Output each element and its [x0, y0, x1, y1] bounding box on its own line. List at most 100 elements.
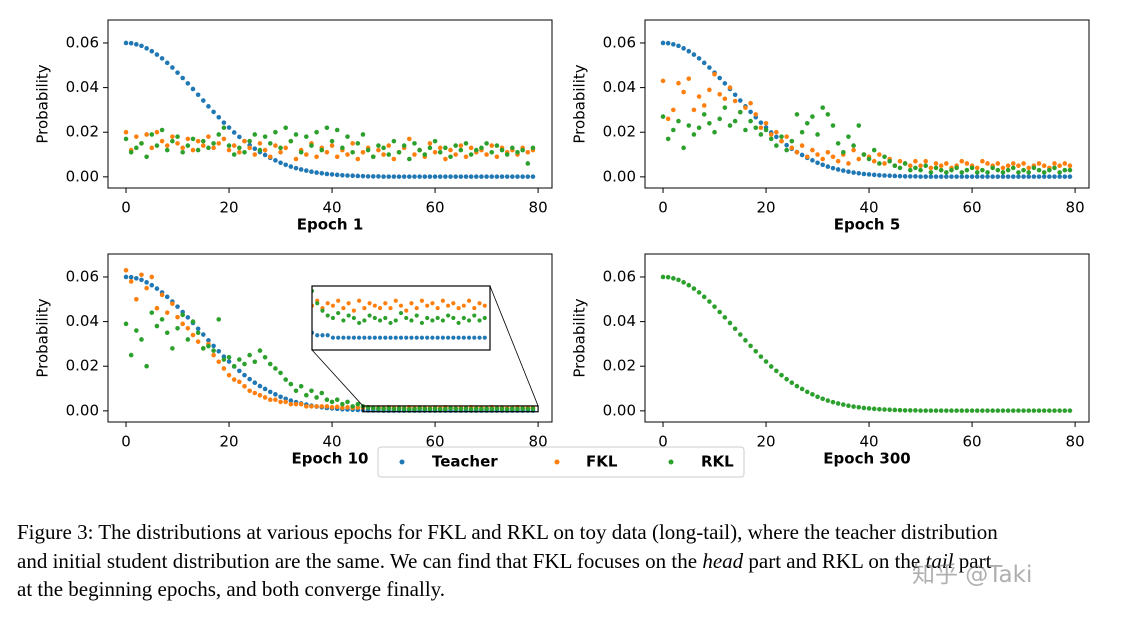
point [200, 98, 206, 103]
point [231, 377, 237, 382]
point [758, 354, 764, 359]
point [748, 118, 753, 124]
point [861, 405, 867, 411]
inset-point [346, 313, 351, 318]
point [835, 167, 841, 172]
inset-point [419, 320, 425, 326]
point [206, 338, 211, 343]
inset-point [456, 335, 461, 340]
inset-point [341, 318, 346, 323]
point [928, 408, 934, 413]
points [123, 40, 536, 179]
point [784, 376, 789, 382]
point [1036, 174, 1042, 179]
inset-point [330, 315, 336, 321]
caption-emphasis: head [702, 548, 744, 573]
point [1067, 163, 1073, 168]
point [923, 158, 929, 164]
inset-point [477, 301, 482, 306]
point [257, 141, 263, 146]
point [154, 323, 160, 329]
legend-label: FKL [586, 453, 618, 471]
inset-point [372, 303, 377, 308]
point [154, 305, 160, 311]
watermark: 知乎 @Taki [912, 562, 1033, 588]
point [448, 406, 453, 411]
point [226, 354, 232, 360]
point [381, 145, 386, 151]
point [391, 406, 397, 412]
x-tick-label: 0 [121, 433, 131, 451]
point [216, 317, 222, 322]
point [969, 165, 975, 171]
panel: 0 20 40 60 80 0.00 0.02 0.04 0.06 Probability Epoc… [34, 19, 553, 234]
x-tick-label: 20 [756, 433, 775, 451]
point [1047, 174, 1052, 179]
point [897, 173, 903, 179]
x-axis-label: Epoch 300 [823, 450, 910, 468]
point [417, 147, 422, 153]
axes-frame [107, 19, 553, 189]
point [489, 174, 495, 179]
point [128, 150, 134, 155]
point [1021, 408, 1026, 413]
point [134, 42, 139, 47]
point [144, 285, 149, 291]
point [329, 143, 335, 148]
point [134, 328, 139, 333]
point [882, 407, 887, 412]
point [928, 165, 934, 171]
point [510, 174, 515, 179]
x-tick-label: 0 [658, 199, 668, 217]
point [458, 147, 464, 153]
zoom-region [362, 405, 539, 413]
inset-point [430, 318, 435, 323]
point [175, 70, 180, 75]
point [247, 376, 252, 382]
point [753, 125, 759, 131]
inset-point [466, 298, 472, 303]
point [1052, 165, 1057, 171]
inset-point [404, 335, 409, 340]
point [221, 136, 227, 142]
point [164, 147, 170, 153]
y-tick-label: 0.04 [603, 78, 636, 96]
point [391, 174, 397, 179]
point [314, 395, 319, 400]
inset-point [336, 335, 341, 340]
inset-point [393, 335, 398, 340]
point [902, 174, 908, 179]
point [1057, 170, 1062, 175]
point [329, 404, 335, 410]
point [691, 107, 697, 113]
point [1052, 174, 1057, 179]
inset-point [372, 315, 377, 321]
point [242, 372, 247, 378]
point [660, 78, 666, 84]
point [1010, 408, 1016, 413]
legend-label: Teacher [432, 453, 498, 471]
point [676, 80, 681, 86]
point [520, 147, 525, 153]
legend: Teacher FKL RKL [377, 446, 745, 478]
point [257, 383, 263, 389]
point [211, 109, 216, 115]
point [252, 380, 258, 386]
point [820, 156, 826, 162]
point [758, 120, 764, 125]
point [319, 147, 325, 153]
point [154, 129, 160, 135]
point [820, 105, 826, 110]
point [494, 406, 500, 411]
point [329, 172, 335, 177]
points [660, 40, 1073, 179]
inset-point [367, 335, 372, 340]
point [504, 174, 510, 179]
point [437, 406, 443, 412]
inset-point [398, 310, 404, 316]
point [954, 165, 959, 171]
axes-frame [644, 19, 1090, 189]
point [799, 143, 805, 148]
point [794, 383, 800, 389]
point [799, 386, 805, 392]
